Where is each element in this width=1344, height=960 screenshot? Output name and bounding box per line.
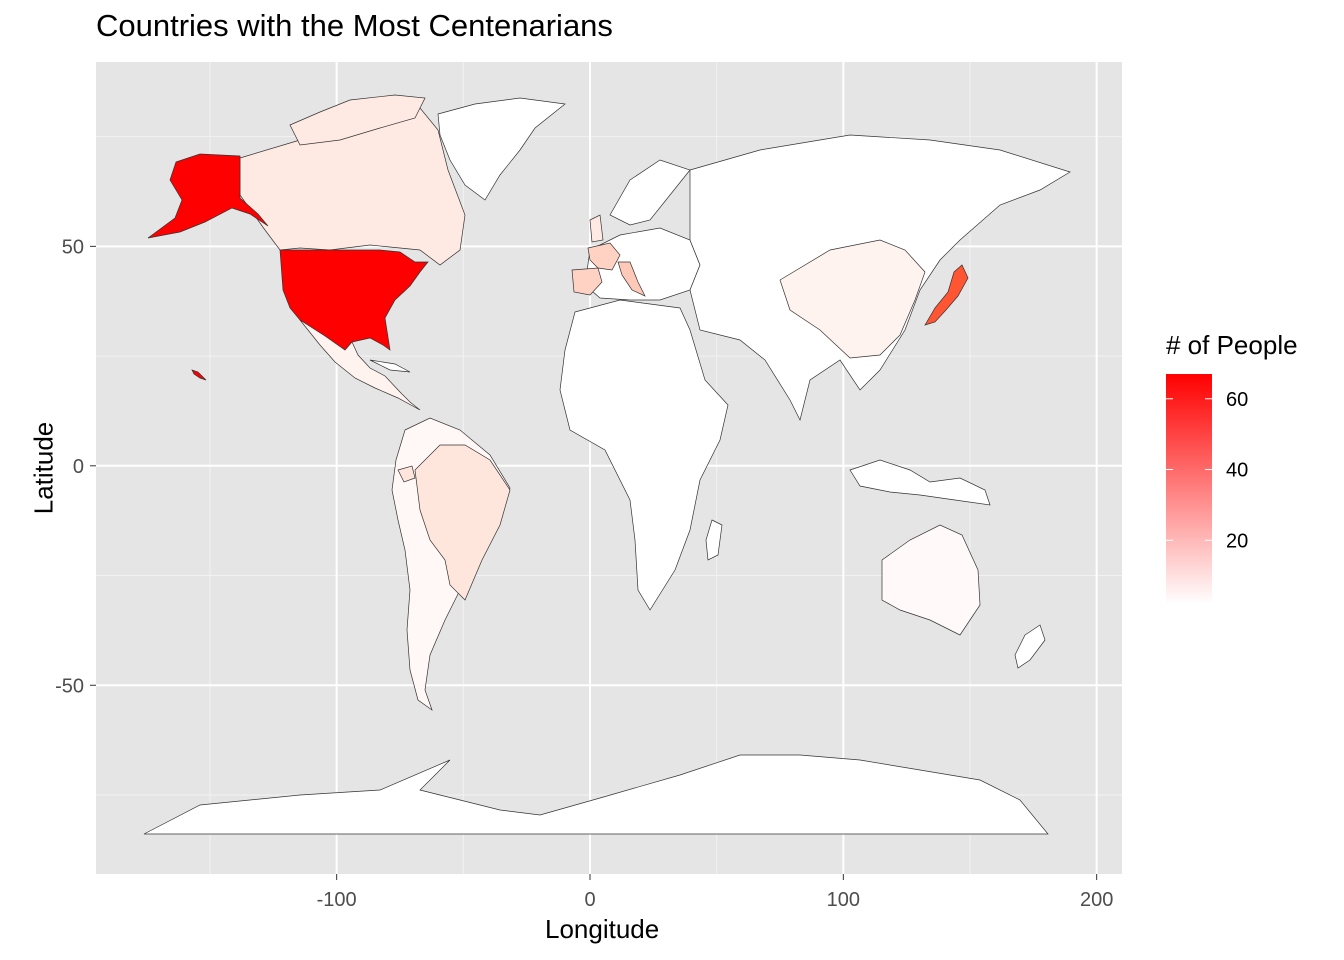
chart-title: Countries with the Most Centenarians (96, 8, 613, 43)
axis-ticks (90, 245, 1098, 880)
region-africa (559, 299, 729, 611)
region-scandinavia (609, 159, 691, 226)
region-greenland (437, 97, 566, 201)
region-brazil (414, 444, 511, 601)
region-mexico (299, 319, 421, 411)
region-japan (924, 264, 969, 326)
region-antarctica (143, 754, 1049, 835)
y-tick-label: -50 (55, 675, 84, 697)
world-map (143, 94, 1071, 835)
x-axis-title: Longitude (545, 914, 660, 944)
legend-colorbar (1166, 374, 1212, 604)
region-australia (881, 524, 981, 636)
x-tick-label: -100 (317, 889, 357, 911)
y-tick-label: 0 (73, 456, 84, 478)
y-axis-title: Latitude (28, 421, 59, 515)
region-france (587, 242, 621, 271)
x-tick-label: 200 (1080, 889, 1113, 911)
region-se-asia-islands (849, 459, 991, 506)
legend-tick-label: 60 (1226, 389, 1248, 411)
region-cuba (369, 359, 411, 373)
region-ecuador (397, 465, 416, 483)
region-arctic-islands (289, 94, 426, 146)
legend-ticks (1166, 398, 1212, 541)
y-tick-label: 50 (62, 236, 84, 258)
region-uk (589, 214, 604, 243)
region-spain (571, 267, 603, 296)
legend-tick-label: 20 (1226, 530, 1248, 552)
region-alaska (147, 153, 269, 239)
legend-title: # of People (1166, 330, 1298, 360)
region-italy (617, 261, 646, 297)
region-hawaii (191, 369, 207, 381)
region-new-zealand (1014, 624, 1046, 669)
legend-tick-label: 40 (1226, 460, 1248, 482)
region-china (779, 239, 926, 359)
region-madagascar (705, 519, 723, 561)
x-tick-label: 0 (584, 889, 595, 911)
x-tick-label: 100 (827, 889, 860, 911)
